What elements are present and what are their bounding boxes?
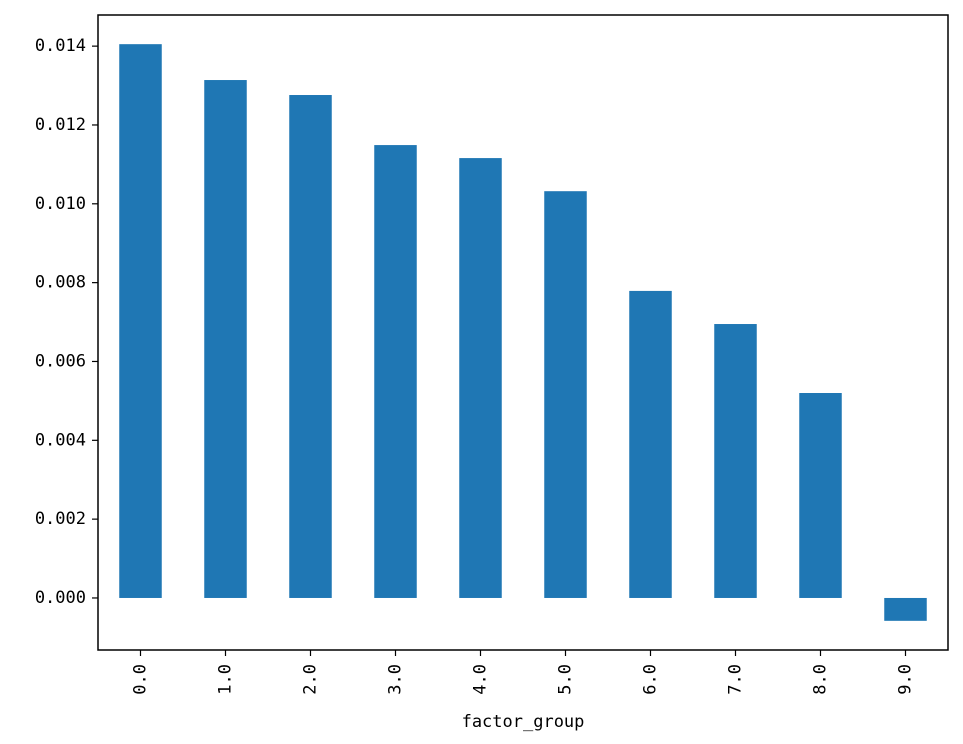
x-tick-label: 3.0 [386,664,406,695]
bar [714,324,757,598]
bar [629,290,672,598]
bar [119,44,162,598]
x-tick-label: 8.0 [811,664,831,695]
bar [459,158,502,598]
bar [799,393,842,598]
bar [884,597,927,621]
bar [544,191,587,598]
x-tick-label: 5.0 [556,664,576,695]
x-tick-label: 0.0 [131,664,151,695]
x-axis-label: factor_group [462,712,585,732]
bar [374,145,417,598]
y-tick-label: 0.006 [35,351,86,371]
bar [289,95,332,598]
x-tick-label: 6.0 [641,664,661,695]
x-tick-label: 7.0 [726,664,746,695]
y-tick-label: 0.008 [35,273,86,293]
y-tick-label: 0.004 [35,430,86,450]
y-tick-label: 0.002 [35,509,86,529]
y-tick-label: 0.014 [35,36,86,56]
x-tick-label: 2.0 [301,664,321,695]
bar [204,80,247,598]
y-tick-label: 0.010 [35,194,86,214]
x-tick-label: 4.0 [471,664,491,695]
x-tick-label: 1.0 [216,664,236,695]
y-tick-label: 0.000 [35,588,86,608]
plot-frame [97,14,949,651]
y-tick-label: 0.012 [35,115,86,135]
x-tick-label: 9.0 [896,664,916,695]
